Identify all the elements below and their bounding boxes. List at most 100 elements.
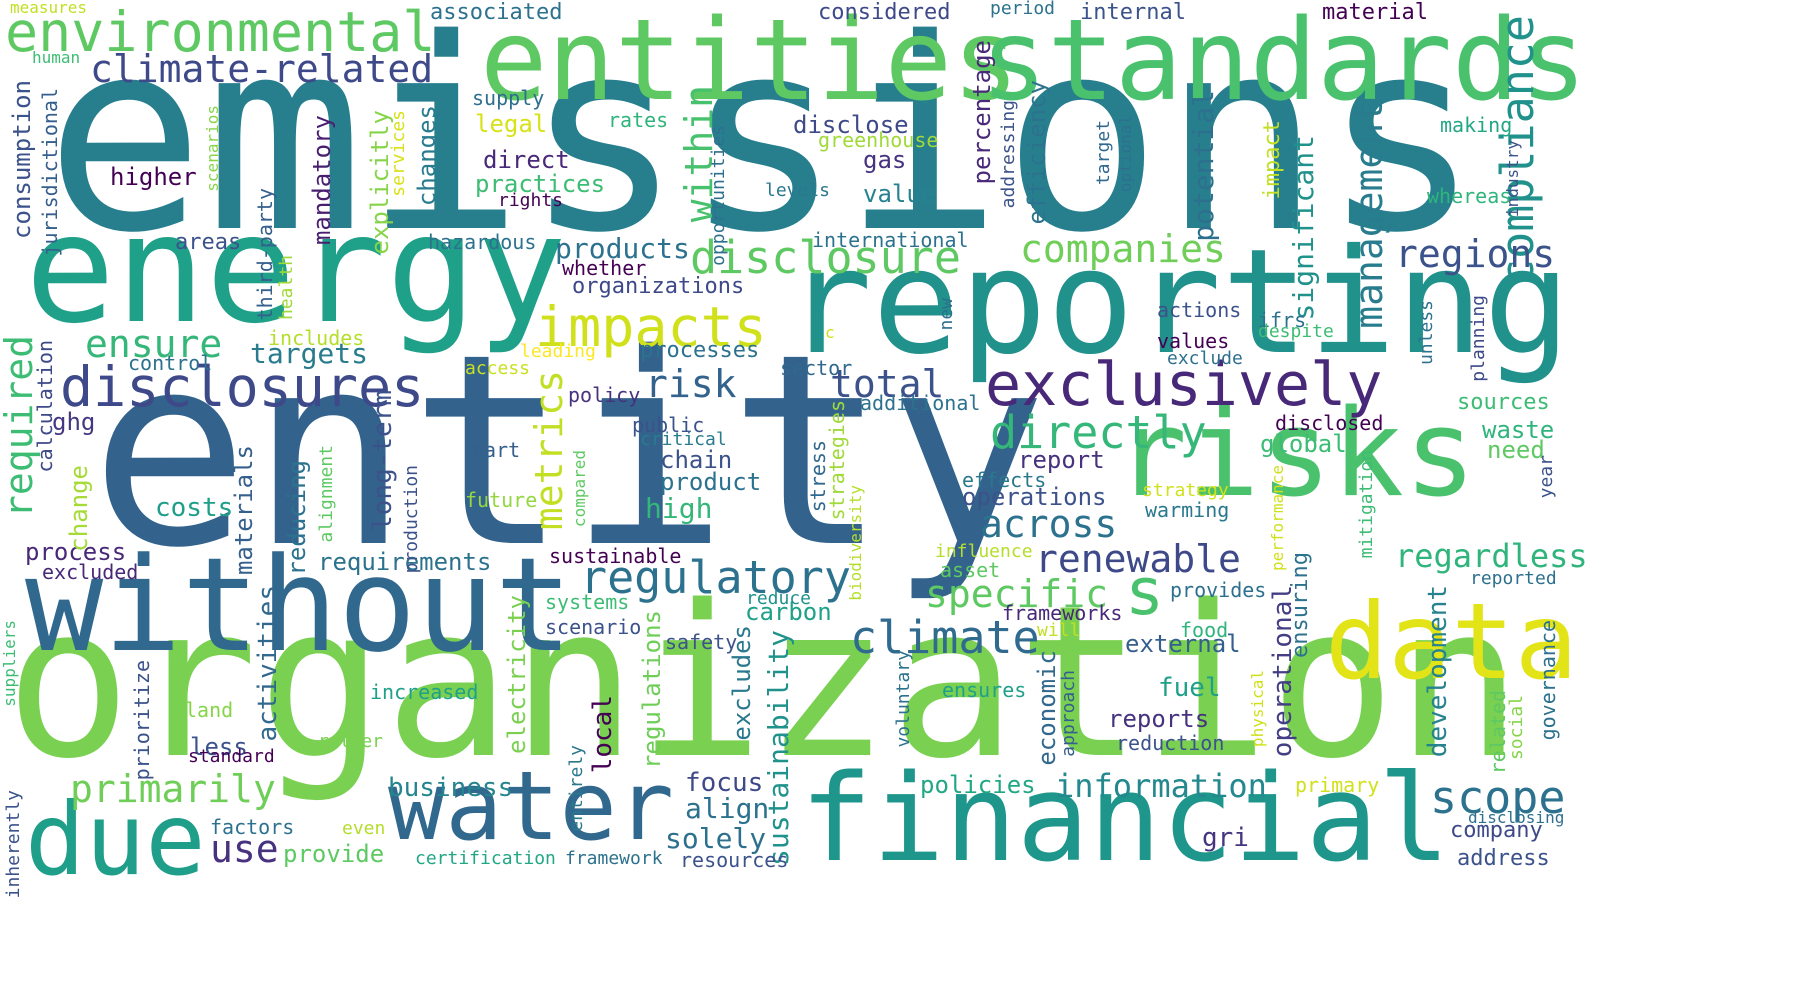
word-mandatory: mandatory [308,115,336,246]
word-entities: entities [480,0,1020,126]
word-business: business [388,773,514,803]
word-actions: actions [1157,298,1242,322]
word-potential: potential [1187,90,1220,242]
word-carbon: carbon [745,598,832,626]
word-resources: resources [680,848,789,872]
word-new: new [936,298,957,331]
word-primary: primary [1295,773,1380,797]
word-framework: framework [565,848,663,869]
word-requirements: requirements [318,548,492,576]
word-critical: critical [640,429,727,450]
word-impact: impact [1260,120,1285,200]
word-systems: systems [545,590,630,614]
word-costs: costs [155,493,234,523]
word-changes: changes [413,105,441,207]
word-health: health [276,255,297,321]
word-information: information [1055,767,1267,805]
word-primarily: primarily [70,767,276,811]
word-long-term: long-term [368,390,398,531]
word-legal: legal [475,110,548,138]
word-opportunities: opportunities [708,125,729,266]
word-whereas: whereas [1427,184,1512,208]
word-part: part [472,438,521,462]
word-services: services [388,110,409,197]
word-report: report [1018,446,1105,474]
word-reducing: reducing [283,460,311,576]
word-year: year [1536,455,1557,499]
word-direct: direct [483,146,570,174]
word-even: even [342,818,386,839]
word-voluntary: voluntary [893,650,914,748]
word-disclose: disclose [793,111,909,139]
word-water: water [388,752,674,862]
word-reported: reported [1470,568,1557,589]
word-sustainable: sustainable [549,544,682,568]
word-entity: entity [90,298,1048,606]
word-gas: gas [863,146,907,174]
word-provide: provide [283,840,385,868]
word-social: social [1506,695,1527,761]
word-regulatory: regulatory [580,551,851,604]
word-external: external [1125,630,1241,658]
word-optional: optional [1116,115,1135,193]
word-supply: supply [472,86,545,110]
word-ensure: ensure [85,322,223,366]
word-asset: asset [940,558,1001,582]
word-process: process [25,538,127,566]
word-climate-related: climate-related [90,47,434,91]
word-includes: includes [268,326,365,350]
word-disclosure: disclosure [690,231,961,284]
word-solely: solely [665,822,767,855]
word-measures: measures [10,0,88,17]
word-whether: whether [562,256,647,280]
word-values: values [1157,329,1230,353]
word-factors: factors [210,815,295,839]
word-sources: sources [1457,390,1550,415]
word-associated: associated [430,0,563,25]
word-making: making [1440,113,1513,137]
word-warming: warming [1145,498,1230,522]
word-reduce: reduce [746,588,812,609]
word-use: use [210,827,279,871]
word-percentage: percentage [968,40,996,185]
word-increased: increased [370,680,479,704]
word-governance: governance [1536,620,1560,741]
word-organization: organization [5,560,1523,805]
word-approach: approach [1058,670,1079,757]
word-significant: significant [1287,135,1320,321]
word-access: access [465,358,531,379]
word-addressing: addressing [998,100,1019,209]
word-policy: policy [568,383,641,407]
word-food: food [1180,618,1229,642]
word-exclude: exclude [1167,348,1243,369]
word-less: less [190,733,248,761]
word-despite: despite [1258,321,1334,342]
word-land: land [185,698,234,722]
word-companies: companies [1020,227,1226,271]
word-value: value [863,180,936,208]
word-focus: focus [685,768,764,798]
word-global: global [1260,430,1347,458]
word-control: control [128,351,213,375]
word-frameworks: frameworks [1002,601,1123,625]
word-company: company [1450,818,1543,843]
word-higher: higher [110,163,197,191]
word-reporting: reporting [785,218,1571,387]
word-disclosed: disclosed [1275,411,1384,435]
word-strategy: strategy [1142,480,1229,501]
word-align: align [685,792,770,825]
word-efficiency: efficiency [1023,80,1051,225]
word-targets: targets [250,337,369,370]
word-s: s [1125,555,1165,630]
word-policies: policies [920,771,1036,799]
word-energy: energy [25,183,567,357]
word-public: public [632,413,705,437]
word-jurisdictional: jurisdictional [38,88,62,257]
word-influence: influence [935,541,1033,562]
word-high: high [645,492,713,525]
word-rights: rights [498,190,564,211]
word-due: due [25,781,206,898]
word-leading: leading [520,341,596,362]
word-development: development [1423,585,1453,758]
word-specific: specific [925,572,1109,616]
